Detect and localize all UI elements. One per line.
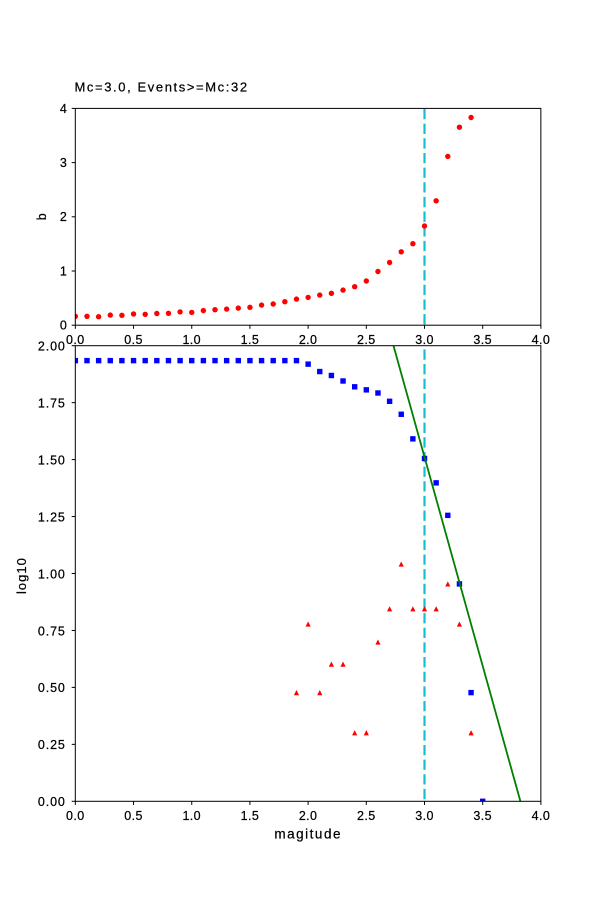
svg-text:0.50: 0.50: [38, 681, 66, 695]
svg-text:0.75: 0.75: [38, 624, 66, 638]
svg-text:0.0: 0.0: [66, 809, 85, 823]
svg-text:1.0: 1.0: [182, 333, 201, 347]
svg-text:1.0: 1.0: [182, 809, 201, 823]
svg-text:1.25: 1.25: [38, 510, 66, 524]
svg-text:1.5: 1.5: [241, 333, 260, 347]
svg-text:Mc=3.0, Events>=Mc:32: Mc=3.0, Events>=Mc:32: [75, 79, 249, 94]
svg-text:log10: log10: [14, 557, 29, 594]
svg-text:b: b: [35, 213, 49, 220]
svg-text:0.0: 0.0: [66, 333, 85, 347]
svg-text:3.5: 3.5: [473, 809, 492, 823]
svg-text:0.25: 0.25: [38, 738, 66, 752]
svg-text:0.5: 0.5: [124, 333, 143, 347]
svg-text:3: 3: [60, 156, 67, 170]
svg-text:1.00: 1.00: [38, 567, 66, 581]
svg-text:0.5: 0.5: [124, 809, 143, 823]
svg-text:1.50: 1.50: [38, 453, 66, 467]
svg-text:2.0: 2.0: [299, 809, 318, 823]
svg-text:3.0: 3.0: [415, 809, 434, 823]
svg-text:2: 2: [60, 210, 67, 224]
svg-text:0: 0: [60, 319, 67, 333]
svg-text:3.5: 3.5: [473, 333, 492, 347]
svg-text:2.5: 2.5: [357, 333, 376, 347]
svg-text:1.5: 1.5: [241, 809, 260, 823]
svg-text:0.00: 0.00: [38, 795, 66, 809]
svg-text:1.75: 1.75: [38, 396, 66, 410]
svg-text:1: 1: [60, 264, 67, 278]
svg-text:4.0: 4.0: [532, 809, 551, 823]
svg-text:4.0: 4.0: [532, 333, 551, 347]
svg-text:2.0: 2.0: [299, 333, 318, 347]
svg-text:2.5: 2.5: [357, 809, 376, 823]
svg-text:2.00: 2.00: [38, 340, 66, 354]
svg-text:magitude: magitude: [274, 827, 342, 842]
svg-text:3.0: 3.0: [415, 333, 434, 347]
svg-text:4: 4: [60, 102, 67, 116]
